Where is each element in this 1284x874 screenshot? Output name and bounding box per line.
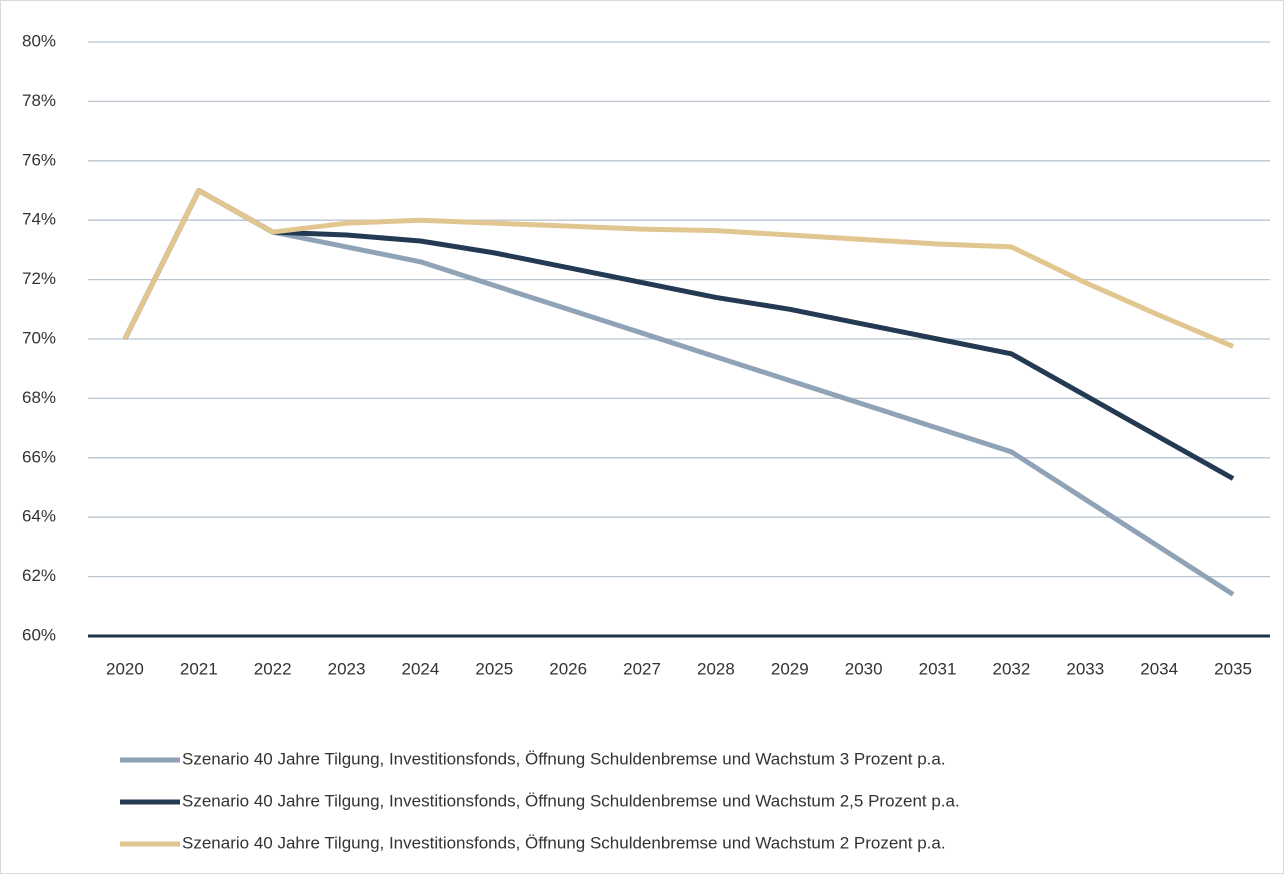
x-tick-label: 2034 <box>1140 659 1178 678</box>
x-tick-label: 2022 <box>254 659 292 678</box>
x-tick-label: 2026 <box>549 659 587 678</box>
series-line <box>122 188 1235 481</box>
x-tick-label: 2032 <box>993 659 1031 678</box>
x-tick-label: 2035 <box>1214 659 1252 678</box>
x-tick-label: 2029 <box>771 659 809 678</box>
y-tick-label: 76% <box>22 150 56 169</box>
x-tick-label: 2025 <box>475 659 513 678</box>
y-tick-label: 72% <box>22 269 56 288</box>
x-tick-label: 2030 <box>845 659 883 678</box>
x-tick-label: 2020 <box>106 659 144 678</box>
legend-label: Szenario 40 Jahre Tilgung, Investitionsf… <box>182 833 946 852</box>
x-tick-label: 2033 <box>1066 659 1104 678</box>
y-tick-label: 66% <box>22 447 56 466</box>
x-tick-label: 2028 <box>697 659 735 678</box>
series-line <box>122 188 1235 349</box>
legend-label: Szenario 40 Jahre Tilgung, Investitionsf… <box>182 791 960 810</box>
series-line <box>122 188 1235 597</box>
y-tick-label: 68% <box>22 388 56 407</box>
y-tick-label: 64% <box>22 507 56 526</box>
y-tick-label: 80% <box>22 31 56 50</box>
y-tick-label: 78% <box>22 91 56 110</box>
x-tick-label: 2023 <box>328 659 366 678</box>
legend-label: Szenario 40 Jahre Tilgung, Investitionsf… <box>182 749 946 768</box>
x-tick-label: 2021 <box>180 659 218 678</box>
x-tick-label: 2024 <box>402 659 440 678</box>
y-tick-label: 74% <box>22 210 56 229</box>
y-tick-label: 62% <box>22 566 56 585</box>
y-tick-label: 70% <box>22 328 56 347</box>
x-tick-label: 2031 <box>919 659 957 678</box>
x-tick-label: 2027 <box>623 659 661 678</box>
y-tick-label: 60% <box>22 625 56 644</box>
